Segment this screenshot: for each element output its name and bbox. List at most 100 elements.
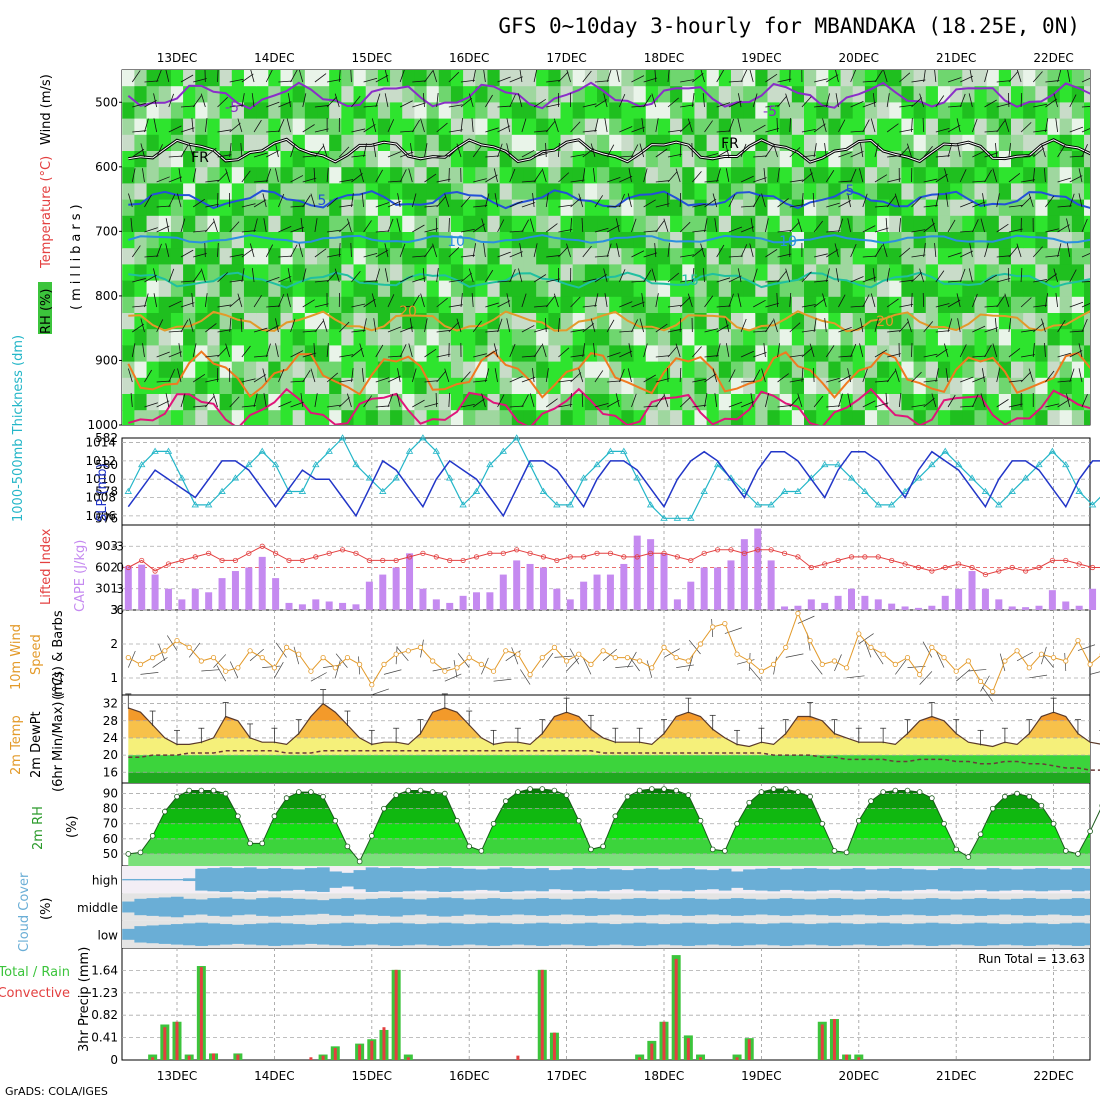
- rh-cell: [158, 410, 172, 425]
- rh-cell: [426, 361, 440, 379]
- rh-cell: [219, 215, 233, 233]
- wind-speed-point: [332, 665, 338, 671]
- rh-cell: [268, 345, 282, 363]
- rh-cell: [901, 264, 915, 282]
- rh-cell: [292, 264, 306, 282]
- rh-band: [128, 853, 1090, 866]
- wind-barb: [192, 198, 206, 208]
- cloud-cell: [146, 898, 160, 916]
- rh-cell: [207, 377, 221, 395]
- rh-cell: [609, 232, 622, 249]
- wind-barb: [935, 193, 940, 208]
- wind-speed-point: [308, 668, 314, 674]
- rh-cell: [633, 394, 647, 411]
- rh-cell: [183, 248, 196, 265]
- rh-cell: [755, 232, 769, 249]
- wind-barb: [984, 344, 992, 358]
- rh-cell: [1035, 329, 1049, 346]
- wind-barb: [519, 70, 523, 83]
- wind-barb: [558, 404, 573, 408]
- rh-cell: [718, 264, 732, 282]
- wind-barb: [1008, 348, 1021, 358]
- rh-point: [807, 793, 813, 800]
- rh-cell: [621, 280, 635, 298]
- wind-barb: [265, 343, 271, 358]
- li-tick-0: 0: [116, 561, 124, 575]
- temp-tick-32: 32: [103, 697, 118, 711]
- rh-cell: [937, 70, 951, 87]
- wind-barb: [178, 168, 182, 183]
- rh-point: [344, 843, 351, 850]
- rh-cell: [718, 86, 732, 103]
- thickness-point: [553, 501, 561, 508]
- rh-cell: [536, 248, 549, 265]
- rh-point: [636, 787, 643, 794]
- rh-cell: [755, 199, 769, 217]
- wind-barb-10m: [1090, 671, 1100, 675]
- rh-cell: [1071, 183, 1085, 201]
- rh-cell: [1096, 394, 1100, 411]
- wind-barb: [254, 180, 269, 183]
- rh-cell: [365, 345, 379, 363]
- rh-cell: [645, 264, 659, 282]
- wind-barb: [302, 93, 307, 108]
- wind-barb: [131, 245, 141, 258]
- wind-barb: [704, 198, 717, 208]
- rh-cell: [986, 296, 1000, 314]
- rh-cell: [657, 134, 671, 152]
- wind-speed-point: [965, 658, 971, 664]
- wind-barb: [898, 218, 902, 233]
- rh-cell: [998, 296, 1012, 314]
- li-point: [192, 554, 198, 560]
- rh-cell: [280, 70, 294, 87]
- rh-cell: [292, 86, 306, 103]
- wind-barb: [1028, 193, 1034, 208]
- rh-cell: [889, 394, 903, 411]
- wind-barb: [651, 93, 657, 108]
- rh-cell: [207, 329, 221, 346]
- rh-cell: [231, 232, 245, 249]
- wind-barb: [205, 179, 220, 183]
- cloud-cell: [913, 869, 927, 890]
- rh-cell: [402, 361, 416, 379]
- rh-cell: [377, 377, 391, 395]
- wind-barb: [192, 95, 202, 108]
- wind-barb: [825, 268, 830, 283]
- rh-cell: [463, 394, 476, 411]
- wind-barb: [700, 243, 705, 258]
- wind-barb: [384, 243, 389, 258]
- rh-cell: [572, 345, 586, 363]
- wind-barb: [275, 143, 279, 158]
- rh-cell: [791, 70, 805, 87]
- wind-barb: [570, 179, 585, 183]
- thickness-point: [606, 447, 615, 454]
- rh-cell: [475, 296, 489, 314]
- rh-cell: [937, 151, 951, 168]
- wind-barb: [741, 205, 756, 208]
- rh-cell: [353, 280, 367, 298]
- bottom-date-18DEC: 18DEC: [644, 1069, 684, 1083]
- cloud-cell: [584, 868, 598, 891]
- rh-cell: [597, 280, 610, 298]
- cloud-cell: [767, 923, 781, 946]
- wind-barb: [618, 269, 626, 283]
- rh-cell: [122, 313, 135, 330]
- wind-barb: [923, 243, 926, 258]
- wind-barb: [509, 94, 516, 108]
- wind-barb-10m: [873, 648, 884, 665]
- wind-barb: [594, 370, 604, 383]
- rh-cell: [633, 410, 647, 425]
- rh-cell: [1047, 377, 1061, 395]
- wind-barb: [1020, 122, 1032, 133]
- wind-barb: [765, 302, 779, 308]
- li-point: [1036, 564, 1042, 571]
- rh-cell: [706, 199, 720, 217]
- wind-barb: [472, 145, 482, 158]
- cape-bar: [914, 607, 922, 610]
- rh-cell: [962, 118, 976, 136]
- cloud-cell: [645, 923, 659, 946]
- cloud-cell: [450, 923, 464, 946]
- rh-cell: [292, 248, 306, 265]
- wind-barb: [1094, 376, 1100, 382]
